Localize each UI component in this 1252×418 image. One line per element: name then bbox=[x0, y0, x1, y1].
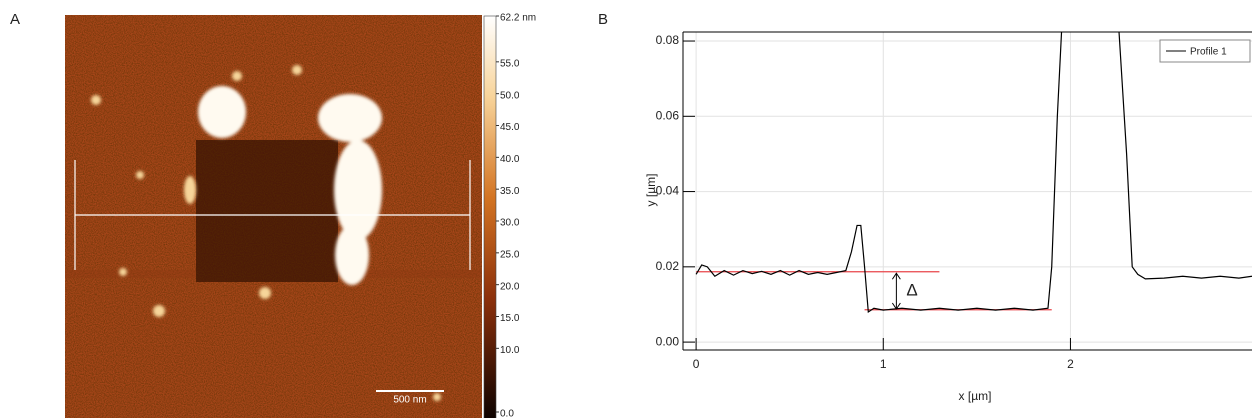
etched-texture bbox=[196, 140, 338, 282]
colorbar-tick-label: 35.0 bbox=[500, 186, 520, 197]
afm-image: 500 nm bbox=[65, 15, 482, 418]
particle bbox=[259, 287, 271, 299]
particle bbox=[292, 65, 302, 75]
profile-line bbox=[695, 32, 1252, 314]
legend-label: Profile 1 bbox=[1190, 47, 1227, 58]
x-tick-label: 1 bbox=[880, 357, 887, 371]
colorbar-tick-label: 20.0 bbox=[500, 281, 520, 292]
arrow-head bbox=[891, 302, 901, 310]
particle bbox=[153, 305, 165, 317]
colorbar bbox=[483, 15, 497, 418]
panel-label: B bbox=[598, 11, 608, 28]
x-tick-label: 0 bbox=[693, 357, 700, 371]
colorbar-tick-label: 0.0 bbox=[500, 409, 514, 418]
blob bbox=[335, 225, 369, 285]
particle bbox=[232, 71, 242, 81]
y-tick-label: 0.08 bbox=[656, 33, 680, 47]
y-tick-label: 0.06 bbox=[656, 108, 680, 122]
y-tick-label: 0.04 bbox=[656, 184, 680, 198]
colorbar-tick-label: 10.0 bbox=[500, 345, 520, 356]
y-tick-label: 0.02 bbox=[656, 259, 680, 273]
colorbar-tick-label: 15.0 bbox=[500, 313, 520, 324]
plot-area bbox=[695, 32, 1252, 314]
arrow-head bbox=[891, 272, 901, 280]
colorbar-tick-label: 50.0 bbox=[500, 90, 520, 101]
blob bbox=[198, 86, 246, 138]
scale-bar-label: 500 nm bbox=[393, 395, 426, 406]
colorbar-tick-label: 62.2 nm bbox=[500, 13, 536, 24]
x-axis-label: x [µm] bbox=[959, 389, 992, 403]
blob bbox=[318, 94, 382, 142]
y-tick-label: 0.00 bbox=[656, 334, 680, 348]
colorbar-tick-label: 40.0 bbox=[500, 154, 520, 165]
panel-label: A bbox=[10, 11, 20, 28]
x-tick-label: 2 bbox=[1067, 357, 1074, 371]
delta-label: Δ bbox=[906, 281, 917, 300]
colorbar-tick-label: 25.0 bbox=[500, 249, 520, 260]
blob bbox=[334, 140, 382, 240]
legend bbox=[1159, 39, 1251, 63]
particle bbox=[119, 268, 127, 276]
particle bbox=[91, 95, 101, 105]
colorbar-tick-label: 45.0 bbox=[500, 122, 520, 133]
colorbar-tick-label: 30.0 bbox=[500, 218, 520, 229]
particle bbox=[136, 171, 144, 179]
blob bbox=[184, 176, 196, 204]
colorbar-tick-label: 55.0 bbox=[500, 58, 520, 69]
y-axis-label: y [µm] bbox=[644, 174, 658, 207]
particle bbox=[433, 393, 441, 401]
